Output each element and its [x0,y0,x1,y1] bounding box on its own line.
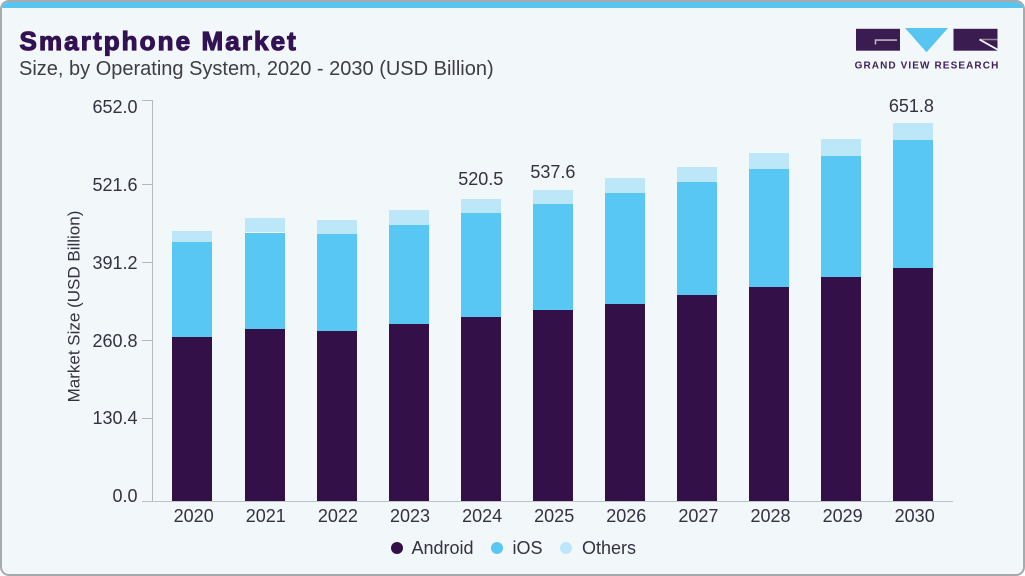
svg-text:GRAND VIEW RESEARCH: GRAND VIEW RESEARCH [855,60,1000,71]
